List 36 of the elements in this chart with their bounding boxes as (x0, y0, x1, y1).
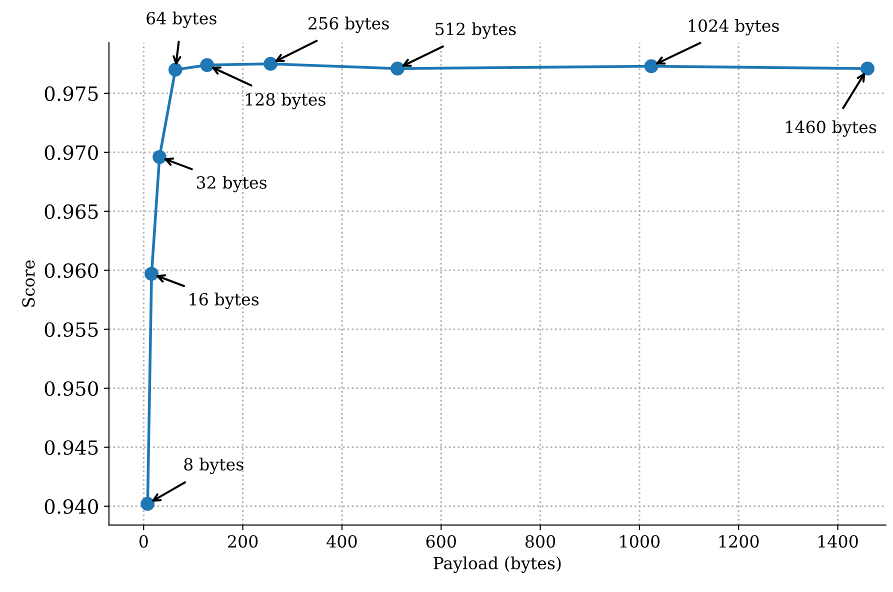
annotation: 16 bytes (190, 292, 259, 310)
y-tick-label: 0.945 (44, 440, 98, 455)
annotation: 8 bytes (184, 458, 244, 474)
point (200, 58, 214, 72)
x-axis-title: Payload (bytes) (434, 556, 561, 573)
x-tick-label: 200 (228, 535, 258, 548)
point (390, 62, 404, 76)
annotation: 256 bytes (308, 16, 389, 34)
y-tick-label: 0.970 (44, 145, 98, 160)
x-tick-label: 1000 (620, 535, 660, 548)
point (140, 496, 155, 511)
annotation: 64 bytes (146, 12, 216, 28)
y-axis-title: Score (22, 260, 35, 307)
x-tick-label: 800 (525, 535, 556, 548)
point (152, 150, 166, 164)
point (644, 59, 658, 74)
x-tick-label: 0 (139, 535, 148, 548)
x-tick-label: 600 (426, 535, 456, 548)
annotation: 128 bytes (246, 92, 326, 110)
annotation: 1460 bytes (786, 120, 876, 137)
annotation: 1024 bytes (688, 19, 779, 36)
point (264, 56, 278, 71)
y-tick-label: 0.950 (44, 381, 98, 396)
y-tick-label: 0.975 (44, 86, 98, 102)
point (168, 62, 182, 77)
annotation: 512 bytes (436, 22, 516, 39)
y-tick-label: 0.960 (44, 263, 98, 278)
x-tick-label: 1400 (818, 535, 858, 548)
x-tick-label: 400 (326, 535, 357, 548)
point (144, 266, 159, 281)
point (860, 62, 874, 76)
y-tick-label: 0.955 (44, 322, 98, 337)
annotation: 32 bytes (196, 176, 267, 192)
x-tick-label: 1200 (719, 535, 759, 548)
y-tick-label: 0.940 (44, 499, 98, 514)
y-tick-label: 0.965 (44, 204, 98, 219)
